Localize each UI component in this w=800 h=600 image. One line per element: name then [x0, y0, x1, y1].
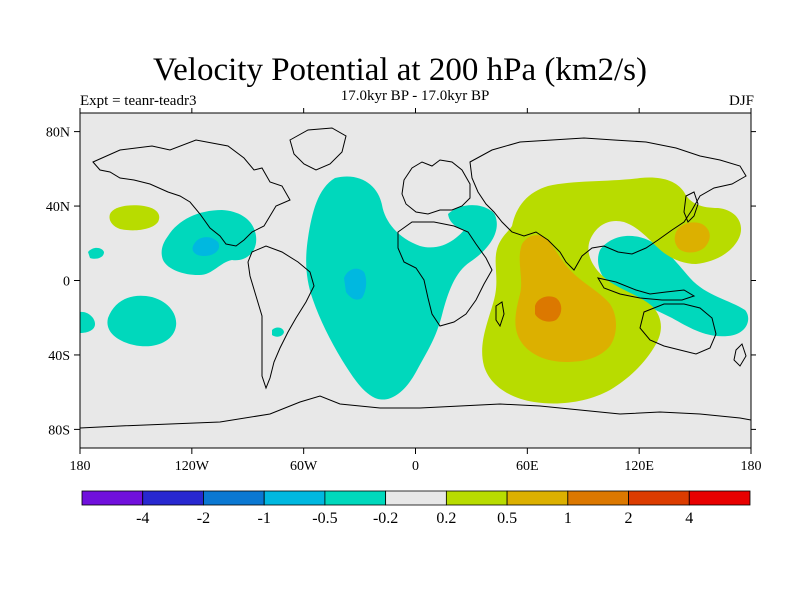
y-tick-label: 80S [48, 423, 70, 438]
colorbar-swatch [506, 490, 569, 506]
x-axis: 180 120W 60W 0 60E 120E 180 [70, 108, 762, 474]
colorbar-label: -4 [136, 510, 149, 527]
coast-antarctica [80, 395, 751, 429]
colorbar-label: 2 [625, 510, 633, 527]
colorbar-swatch [445, 490, 508, 506]
contour-negative-atlantic [306, 176, 497, 400]
x-tick-label: 0 [412, 459, 419, 474]
x-tick-label: 180 [741, 459, 762, 474]
colorbar-swatch [81, 490, 144, 506]
x-tick-label: 120W [175, 459, 210, 474]
y-tick-label: 80N [46, 126, 70, 141]
coast-greenland [289, 127, 347, 171]
coast-asia [469, 137, 747, 271]
colorbar-label: 0.5 [497, 510, 517, 527]
contour-positive2-indian [515, 235, 616, 362]
x-tick-label: 120E [624, 459, 654, 474]
y-axis: 80N 40N 0 40S 80S [46, 126, 756, 438]
coast-europe [401, 159, 471, 215]
contour-negative-eastpacific-tip [80, 311, 95, 333]
contour-negative-smallisland2 [272, 327, 284, 337]
x-tick-label: 180 [70, 459, 91, 474]
contour-positive2-westpacific [674, 222, 710, 253]
coast-africa [397, 221, 493, 327]
y-tick-label: 40N [46, 200, 70, 215]
contour-negative-mediterranean [448, 205, 493, 231]
colorbar: -4 -2 -1 -0.5 -0.2 0.2 0.5 1 2 4 [81, 490, 751, 527]
colorbar-swatch [142, 490, 204, 506]
x-tick-label: 60W [290, 459, 318, 474]
contour-negative2-atlantic [344, 268, 367, 300]
coast-australia [639, 303, 717, 355]
colorbar-swatch [324, 490, 387, 506]
x-tick-label: 60E [516, 459, 539, 474]
coast-new-zealand [733, 343, 747, 367]
colorbar-swatch [567, 490, 629, 506]
contour-positive3-indian [535, 296, 562, 322]
colorbar-label: -2 [197, 510, 210, 527]
y-tick-label: 0 [63, 275, 70, 290]
coast-south-america [247, 245, 315, 390]
coast-indonesia [596, 277, 696, 301]
contour-negative-westpacific [598, 235, 749, 337]
contour-negative2-eastpacific [192, 237, 220, 256]
contour-positive-northpacific [109, 205, 160, 231]
colorbar-label: 4 [685, 510, 693, 527]
contour-fills [80, 127, 751, 429]
coastlines [80, 127, 751, 429]
colorbar-label: -0.5 [312, 510, 337, 527]
colorbar-swatch [203, 490, 265, 506]
colorbar-swatch [385, 490, 447, 506]
colorbar-label: -0.2 [373, 510, 398, 527]
contour-negative-southpacific [107, 295, 177, 347]
coast-north-america [92, 139, 291, 247]
colorbar-swatch [263, 490, 326, 506]
chart-subtitle: 17.0kyr BP - 17.0kyr BP [340, 88, 490, 104]
experiment-label: Expt = teanr-teadr3 [80, 93, 197, 109]
y-tick-label: 40S [48, 349, 70, 364]
colorbar-label: 0.2 [436, 510, 456, 527]
colorbar-label: -1 [258, 510, 271, 527]
colorbar-swatch [628, 490, 690, 506]
contour-negative-smallisland1 [88, 247, 104, 259]
coast-japan [683, 191, 699, 223]
chart-title: Velocity Potential at 200 hPa (km2/s) [152, 52, 648, 88]
coast-madagascar [495, 301, 505, 328]
colorbar-swatch [688, 490, 751, 506]
season-label: DJF [728, 93, 754, 109]
colorbar-label: 1 [564, 510, 572, 527]
